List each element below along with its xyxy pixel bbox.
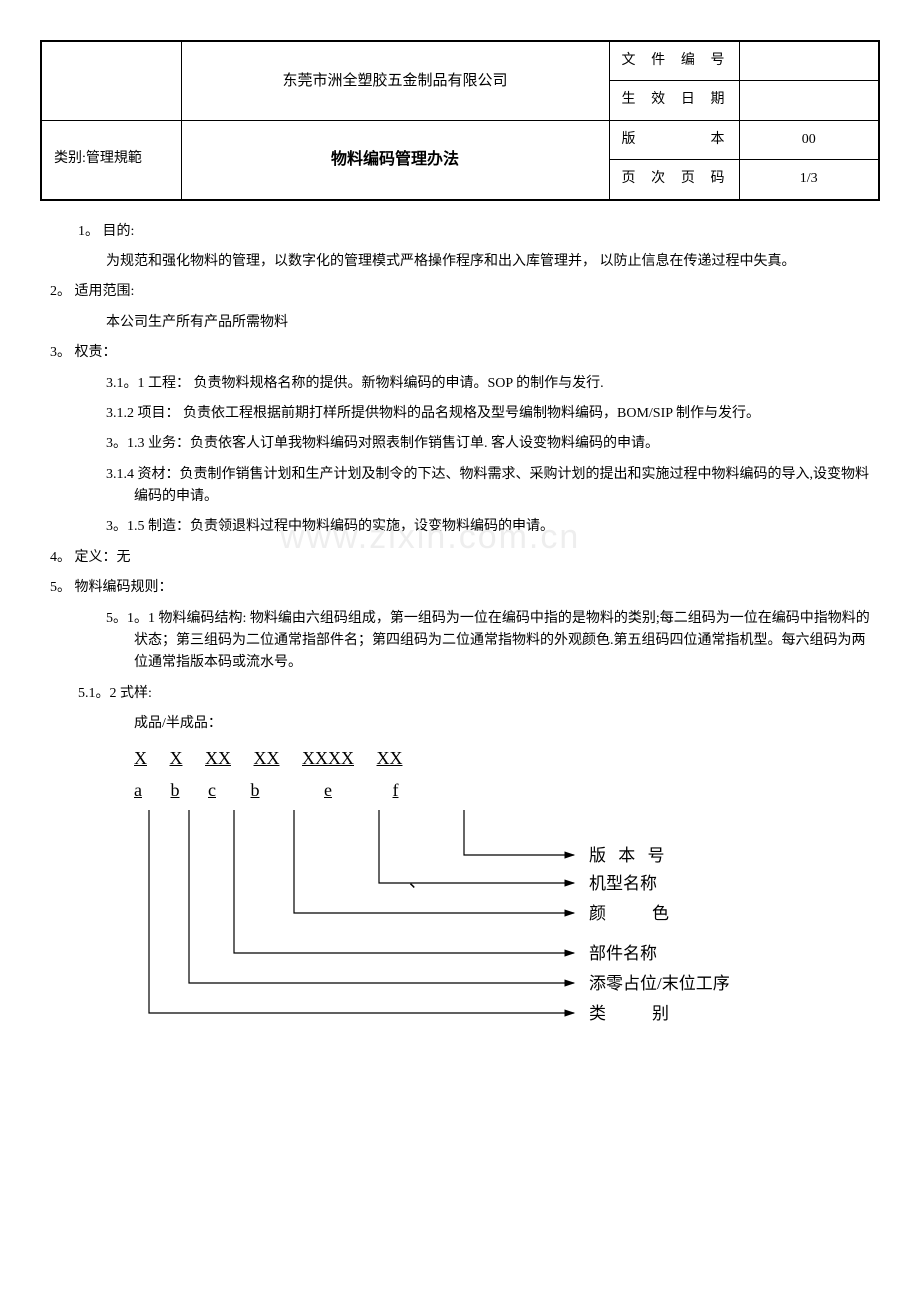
code-g3: XX <box>205 744 231 773</box>
section-1-body: 为规范和强化物料的管理，以数字化的管理模式严格操作程序和出入库管理并， 以防止信… <box>50 251 870 273</box>
section-3-2: 3.1.2 项目： 负责依工程根据前期打样所提供物料的品名规格及型号编制物料编码… <box>50 403 870 425</box>
letter-a: a <box>134 776 142 805</box>
code-groups-row: X X XX XX XXXX XX <box>134 744 870 773</box>
company-name: 东莞市洲全塑胶五金制品有限公司 <box>181 41 609 120</box>
diag-label-4: 部件名称 <box>589 944 657 963</box>
code-g5: XXXX <box>302 744 354 773</box>
letter-groups-row: a b c b e f <box>134 776 870 805</box>
diag-label-3: 颜 色 <box>589 904 673 923</box>
section-3-3: 3。1.3 业务：负责依客人订单我物料编码对照表制作销售订单. 客人设变物料编码… <box>50 433 870 455</box>
section-5-head: 5。 物料编码规则： <box>50 577 870 599</box>
letter-d: b <box>251 776 260 805</box>
diag-label-6: 类 别 <box>589 1004 673 1023</box>
section-1-head: 1。 目的: <box>50 221 870 243</box>
diag-label-2: 机型名称 <box>589 874 657 893</box>
section-5-2-sub: 成品/半成品： <box>50 713 870 735</box>
code-diagram: X X XX XX XXXX XX a b c b e f <box>50 744 870 1066</box>
code-g6: XX <box>377 744 403 773</box>
version-value: 00 <box>739 120 879 159</box>
code-g4: XX <box>254 744 280 773</box>
section-3-5: 3。1.5 制造：负责领退料过程中物料编码的实施，设变物料编码的申请。 <box>50 516 870 538</box>
document-body: 1。 目的: 为规范和强化物料的管理，以数字化的管理模式严格操作程序和出入库管理… <box>40 221 880 1066</box>
bracket-svg: 、 版 本 号 机型名称 颜 色 部件名称 添零占位/末位工序 类 别 <box>134 805 834 1065</box>
letter-e: e <box>324 776 332 805</box>
doc-no-value <box>739 41 879 81</box>
doc-title: 物料编码管理办法 <box>181 120 609 199</box>
section-3-1: 3.1。1 工程： 负责物料规格名称的提供。新物料编码的申请。SOP 的制作与发… <box>50 373 870 395</box>
section-3-head: 3。 权责： <box>50 342 870 364</box>
eff-date-label: 生 效 日 期 <box>609 81 739 120</box>
letter-f: f <box>393 776 399 805</box>
letter-b: b <box>171 776 180 805</box>
section-5-1: 5。1。1 物料编码结构: 物料编由六组码组成，第一组码为一位在编码中指的是物料… <box>50 608 870 675</box>
section-2-head: 2。 适用范围: <box>50 281 870 303</box>
eff-date-value <box>739 81 879 120</box>
doc-no-label: 文 件 编 号 <box>609 41 739 81</box>
section-2-body: 本公司生产所有产品所需物料 <box>50 312 870 334</box>
section-5-2-head: 5.1。2 式样: <box>50 683 870 705</box>
version-label: 版 本 <box>609 120 739 159</box>
section-3-4: 3.1.4 资材：负责制作销售计划和生产计划及制令的下达、物料需求、采购计划的提… <box>50 464 870 509</box>
diag-label-5: 添零占位/末位工序 <box>589 974 730 993</box>
page-label: 页 次 页 码 <box>609 160 739 200</box>
header-table: 东莞市洲全塑胶五金制品有限公司 文 件 编 号 生 效 日 期 类别:管理規範 … <box>40 40 880 201</box>
page-value: 1/3 <box>739 160 879 200</box>
code-g1: X <box>134 744 147 773</box>
code-g2: X <box>170 744 183 773</box>
category-label: 类别:管理規範 <box>41 120 181 199</box>
diag-label-1: 版 本 号 <box>589 846 669 865</box>
letter-c: c <box>208 776 216 805</box>
tick-mark: 、 <box>409 872 426 891</box>
section-4-head: 4。 定义：无 <box>50 547 870 569</box>
